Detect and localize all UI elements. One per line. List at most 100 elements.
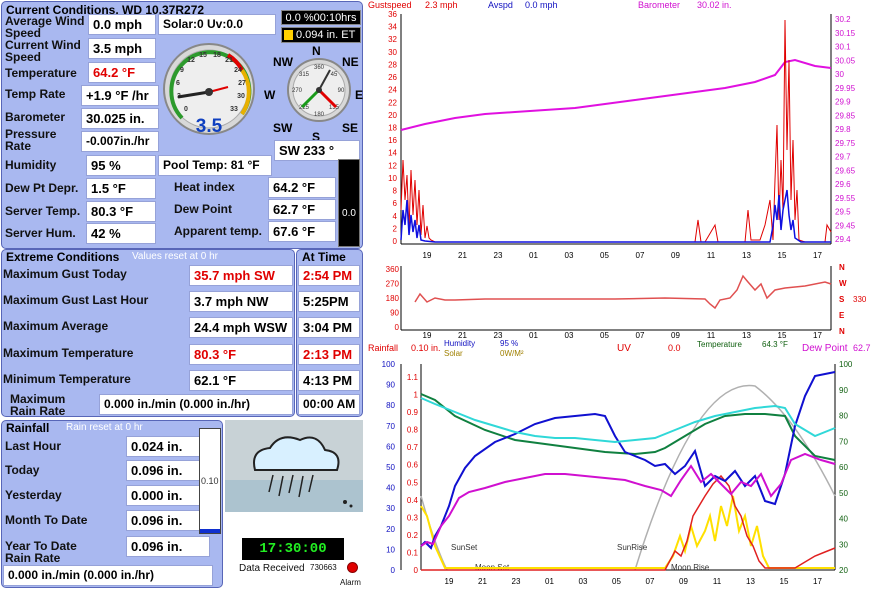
- extreme-row-value: 24.4 mph WSW: [189, 317, 293, 338]
- axis-tick-label: S: [839, 295, 845, 304]
- rain-bar-label: 0.10: [201, 476, 219, 486]
- axis-tick-label: 32: [388, 35, 397, 44]
- axis-tick-label: 21: [458, 331, 467, 338]
- axis-tick-label: 24: [388, 86, 397, 95]
- wind-direction-compass: 360 45 90 135 180 225 270 315: [287, 58, 351, 122]
- axis-tick-label: 100: [839, 360, 853, 369]
- axis-tick-label: 13: [746, 577, 755, 586]
- rain-bar-fill: [200, 528, 220, 533]
- cur-wind-label: Current Wind Speed: [5, 38, 81, 64]
- extreme-row-time: 2:54 PM: [298, 265, 360, 286]
- alarm-label: Alarm: [340, 578, 361, 587]
- server-temp-label: Server Temp.: [5, 204, 81, 218]
- axis-tick-label: 01: [545, 577, 554, 586]
- axis-tick-label: 20: [388, 111, 397, 120]
- compass-n-label: N: [312, 44, 321, 58]
- dew-depression-value: 1.5 °F: [86, 178, 156, 199]
- chart3-rain-label: Rainfall: [368, 343, 399, 353]
- rain-row-label: Month To Date: [5, 513, 88, 527]
- axis-tick-label: 21: [478, 577, 487, 586]
- chart1-gust-label: Gustspeed: [368, 0, 412, 10]
- axis-tick-label: 29.65: [835, 166, 856, 175]
- dew-point-label: Dew Point: [174, 202, 233, 216]
- axis-tick-label: 15: [778, 251, 787, 260]
- extreme-row-time: 5:25PM: [298, 291, 360, 312]
- axis-tick-label: 17: [813, 577, 822, 586]
- server-humidity-value: 42 %: [86, 223, 156, 244]
- axis-tick-label: 29.95: [835, 84, 856, 93]
- axis-tick-label: 07: [636, 251, 645, 260]
- axis-tick-label: 90: [839, 386, 848, 395]
- axis-tick-label: 0.6: [407, 461, 419, 470]
- wind-direction-line: [414, 274, 832, 310]
- apparent-temp-value: 67.6 °F: [268, 221, 336, 242]
- extreme-row-label: Maximum Gust Today: [3, 267, 127, 281]
- compass-tick: 315: [299, 72, 310, 78]
- axis-tick-label: 50: [386, 463, 395, 472]
- heat-index-value: 64.2 °F: [268, 177, 336, 198]
- axis-tick-label: 0.5: [407, 478, 419, 487]
- temp-rate-value: +1.9 °F /hr: [81, 85, 159, 106]
- compass-tick: 45: [331, 72, 338, 78]
- axis-tick-label: 30.2: [835, 15, 851, 24]
- axis-tick-label: 30.1: [835, 43, 851, 52]
- axis-tick-label: 0.3: [407, 513, 419, 522]
- axis-tick-label: 23: [494, 251, 503, 260]
- compass-tick: 180: [314, 112, 325, 118]
- rain-bar-gauge: 0.10: [199, 428, 221, 534]
- gauge-tick: 18: [213, 52, 221, 59]
- axis-tick-label: 0.8: [407, 426, 419, 435]
- axis-tick-label: 0.7: [407, 443, 419, 452]
- extreme-row-time: 3:04 PM: [298, 317, 360, 338]
- rain-rate-label: Rain Rate: [5, 551, 61, 565]
- axis-tick-label: 19: [445, 577, 454, 586]
- axis-tick-label: 11: [713, 577, 722, 586]
- axis-tick-label: 17: [813, 251, 822, 260]
- compass-tick: 360: [314, 65, 325, 71]
- clock-display: 17:30:00: [242, 538, 344, 560]
- axis-tick-label: 13: [742, 251, 751, 260]
- chart1-baro-label: Barometer: [638, 0, 681, 10]
- axis-tick-label: 18: [388, 124, 397, 133]
- chart3-solar-label: Solar: [444, 349, 463, 358]
- cur-wind-value: 3.5 mph: [88, 38, 156, 59]
- chart3-hum-label: Humidity: [444, 339, 476, 348]
- temperature-value: 64.2 °F: [88, 62, 156, 83]
- dew-point-value: 62.7 °F: [268, 199, 336, 220]
- gauge-tick: 6: [176, 80, 180, 87]
- rate-bar: 0.0: [338, 159, 360, 247]
- chart3-uv-value: 0.0: [668, 343, 681, 353]
- axis-tick-label: 09: [679, 577, 688, 586]
- compass-tick: 225: [299, 105, 310, 111]
- axis-tick-label: 30.05: [835, 56, 856, 65]
- axis-tick-label: 80: [839, 412, 848, 421]
- compass-ne-label: NE: [342, 55, 359, 69]
- axis-tick-label: 40: [839, 515, 848, 524]
- sunset-label: SunSet: [451, 543, 478, 552]
- axis-tick-label: 14: [388, 149, 397, 158]
- extreme-row-time: 4:13 PM: [298, 370, 360, 391]
- axis-tick-label: W: [839, 279, 847, 288]
- axis-tick-label: 8: [393, 187, 398, 196]
- rate-bar-value: 0.0: [342, 208, 356, 219]
- gauge-tick: 9: [180, 67, 184, 74]
- chart1-baro-value: 30.02 in.: [697, 0, 732, 10]
- temperature-line: [420, 393, 836, 461]
- axis-tick-label: 360: [386, 265, 400, 274]
- extreme-row-value: 62.1 °F: [189, 370, 293, 391]
- axis-tick-label: 60: [839, 463, 848, 472]
- axis-tick-label: 270: [386, 280, 400, 289]
- axis-tick-label: 15: [778, 331, 787, 338]
- server-temp-value: 80.3 °F: [86, 201, 156, 222]
- compass-e-label: E: [355, 88, 364, 102]
- rain-row-label: Yesterday: [5, 488, 62, 502]
- axis-tick-label: 10: [386, 545, 395, 554]
- gauge-tick: 24: [234, 67, 242, 74]
- axis-tick-label: 30: [839, 540, 848, 549]
- alarm-indicator[interactable]: [347, 562, 358, 573]
- axis-tick-label: 03: [565, 251, 574, 260]
- axis-tick-label: 23: [512, 577, 521, 586]
